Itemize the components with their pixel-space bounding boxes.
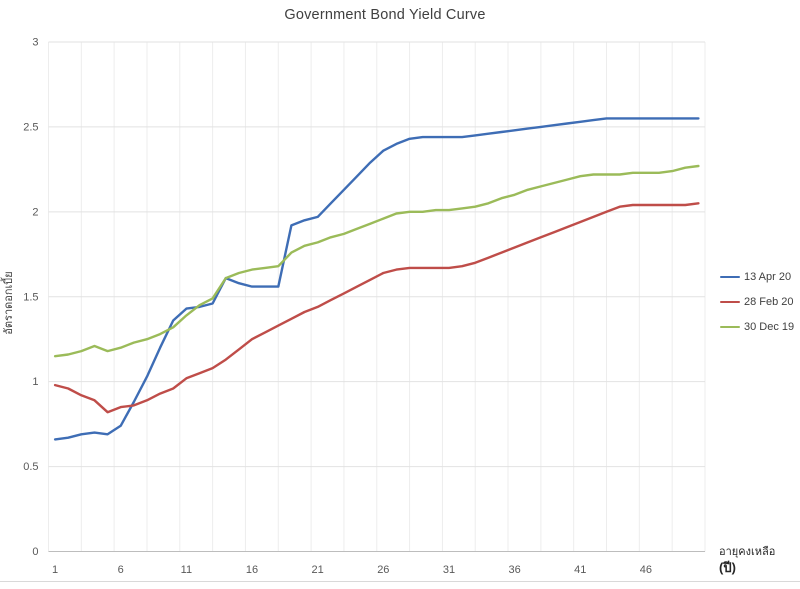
y-tick-label: 2 — [32, 206, 38, 218]
series-line-30-dec-19 — [53, 164, 700, 358]
bottom-divider — [0, 581, 800, 582]
y-tick-label: 0.5 — [23, 461, 38, 473]
x-tick-label: 46 — [640, 564, 652, 576]
x-axis-title-line2: (ปี) — [719, 560, 736, 575]
series-line-13-apr-20 — [53, 117, 700, 441]
x-tick-label: 26 — [377, 564, 389, 576]
legend-swatch-line-icon — [720, 275, 740, 279]
legend: 13 Apr 20 28 Feb 20 30 Dec 19 — [720, 271, 798, 333]
x-tick-label: 41 — [574, 564, 586, 576]
series-line-28-feb-20 — [53, 202, 700, 414]
y-tick-label: 1 — [32, 376, 38, 388]
x-tick-label: 31 — [443, 564, 455, 576]
chart-title: Government Bond Yield Curve — [284, 7, 486, 23]
x-tick-label: 11 — [181, 564, 192, 576]
y-axis-tick-labels: 0 0.5 1 1.5 2 2.5 3 — [23, 37, 38, 559]
legend-label: 28 Feb 20 — [744, 296, 794, 308]
horizontal-gridlines — [48, 41, 705, 552]
y-tick-label: 0 — [32, 546, 38, 558]
legend-item-30-dec-19: 30 Dec 19 — [720, 321, 798, 333]
x-tick-label: 6 — [118, 564, 124, 576]
x-axis-title: อายุคงเหลือ (ปี) — [719, 545, 775, 575]
x-axis-title-line1: อายุคงเหลือ — [719, 546, 776, 558]
y-tick-label: 3 — [32, 37, 38, 49]
legend-label: 30 Dec 19 — [744, 321, 795, 333]
x-tick-label: 16 — [246, 564, 258, 576]
y-tick-label: 2.5 — [23, 121, 38, 133]
legend-swatch-line-icon — [720, 300, 740, 304]
legend-label: 13 Apr 20 — [744, 271, 792, 283]
x-axis-tick-labels: 1 6 11 16 21 26 31 36 41 46 — [52, 564, 652, 576]
x-tick-label: 1 — [52, 564, 58, 576]
legend-item-28-feb-20: 28 Feb 20 — [720, 296, 798, 308]
x-tick-label: 21 — [312, 564, 324, 576]
legend-item-13-apr-20: 13 Apr 20 — [720, 271, 798, 283]
legend-swatch-line-icon — [720, 325, 740, 329]
x-tick-label: 36 — [508, 564, 520, 576]
y-axis-title: อัตราดอกเบี้ย — [3, 271, 15, 335]
y-tick-label: 1.5 — [23, 291, 38, 303]
